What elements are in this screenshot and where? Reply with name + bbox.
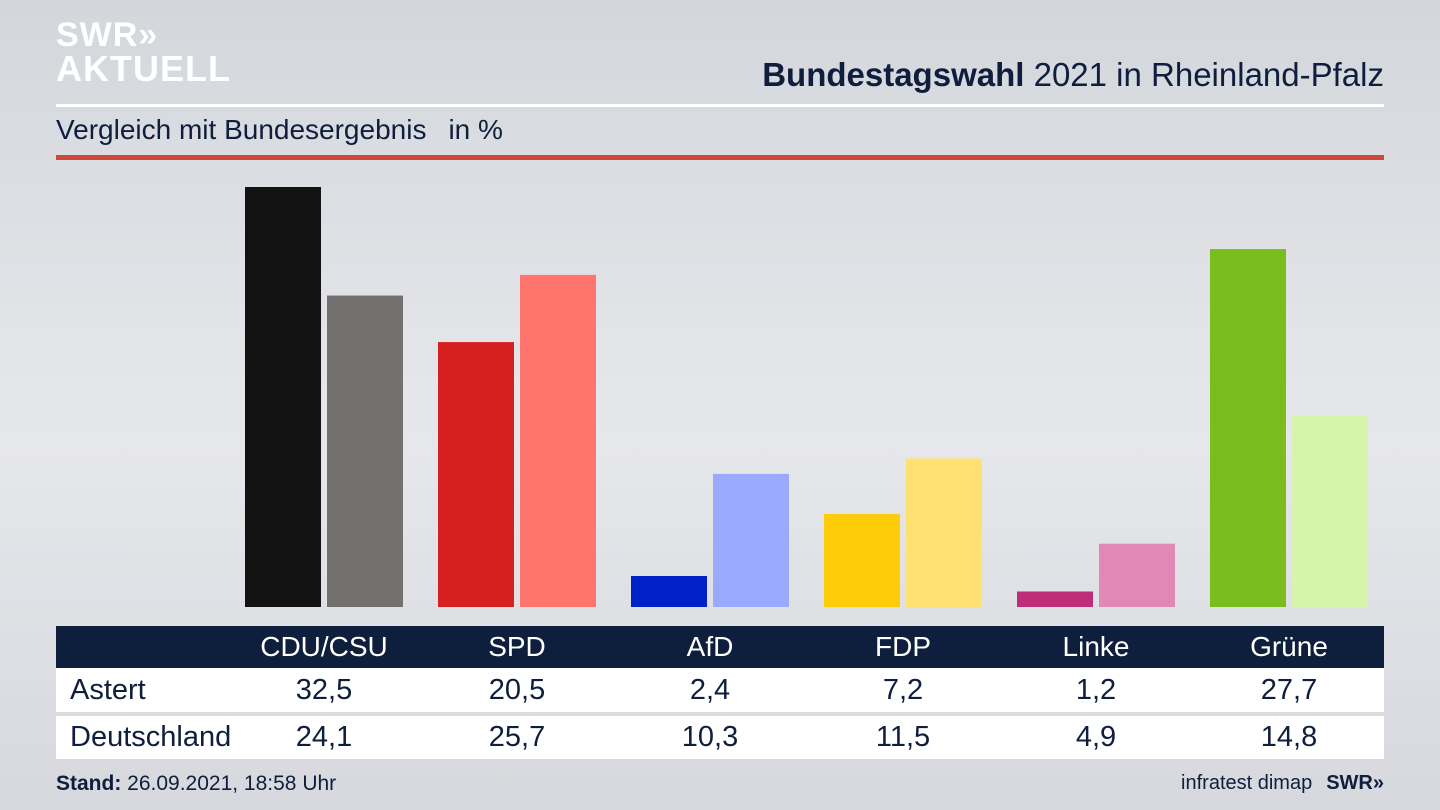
table-cell-value: 10,3: [681, 721, 739, 753]
table-header-row: CDU/CSU SPD AfD FDP Linke Grüne: [56, 626, 1384, 668]
stand-label: Stand:: [56, 772, 122, 795]
table-cell-value: 4,9: [1075, 721, 1117, 753]
swr-aktuell-logo: SWR» AKTUELL: [56, 16, 231, 89]
bar-deutschland-0: [327, 295, 403, 607]
chart-subtitle: Vergleich mit Bundesergebnis in %: [56, 114, 503, 146]
row-label: Deutschland: [70, 721, 232, 753]
source-label: infratest dimap: [1181, 772, 1313, 794]
bar-astert-1: [438, 342, 514, 607]
column-header: FDP: [875, 631, 931, 662]
column-header: SPD: [488, 631, 546, 662]
table-cell-value: 20,5: [488, 673, 546, 706]
stand-value: 26.09.2021, 18:58 Uhr: [121, 772, 337, 795]
row-label: Astert: [70, 673, 146, 706]
table-cell-value: 27,7: [1260, 673, 1318, 706]
table-cell-value: 2,4: [689, 673, 731, 706]
logo-line-1: SWR»: [56, 16, 159, 54]
chart-title-rest: 2021 in Rheinland-Pfalz: [1024, 56, 1384, 93]
bar-deutschland-1: [520, 274, 596, 607]
table-cell-value: 1,2: [1075, 673, 1117, 706]
chart-title: Bundestagswahl 2021 in Rheinland-Pfalz: [762, 56, 1384, 94]
unit-label: in %: [448, 114, 503, 145]
results-table: CDU/CSU SPD AfD FDP Linke Grüne Astert 32,5 20…: [56, 626, 1384, 759]
bar-deutschland-4: [1099, 543, 1175, 607]
table-cell-value: 32,5: [295, 673, 353, 706]
bar-astert-3: [824, 513, 900, 607]
bar-astert-2: [631, 575, 707, 607]
bar-deutschland-2: [713, 473, 789, 607]
bar-astert-5: [1210, 249, 1286, 607]
swr-brand-logo: SWR»: [1326, 772, 1384, 794]
column-header: Grüne: [1250, 631, 1328, 662]
timestamp: Stand: 26.09.2021, 18:58 Uhr: [56, 772, 336, 796]
bar-astert-0: [245, 187, 321, 607]
title-divider: [56, 104, 1384, 107]
column-header: Linke: [1062, 631, 1130, 662]
table-cell-value: 25,7: [488, 721, 546, 753]
column-header: AfD: [686, 631, 734, 662]
table-cell-value: 7,2: [882, 673, 924, 706]
bar-deutschland-3: [906, 458, 982, 607]
logo-line-2: AKTUELL: [56, 48, 231, 89]
column-header: CDU/CSU: [260, 631, 388, 662]
chart-title-bold: Bundestagswahl: [762, 56, 1025, 93]
table-row: Deutschland 24,1 25,7 10,3 11,5 4,9 14,8: [56, 716, 1384, 759]
table-cell-value: 11,5: [875, 721, 931, 753]
table-cell-value: 24,1: [295, 721, 353, 753]
table-row: Astert 32,5 20,5 2,4 7,2 1,2 27,7: [56, 668, 1384, 712]
source-credit: infratest dimap SWR»: [1181, 772, 1384, 795]
subtitle-text: Vergleich mit Bundesergebnis: [56, 114, 427, 145]
bar-deutschland-5: [1292, 415, 1368, 607]
accent-divider: [56, 155, 1384, 160]
table-cell-value: 14,8: [1260, 721, 1318, 753]
bar-astert-4: [1017, 591, 1093, 607]
